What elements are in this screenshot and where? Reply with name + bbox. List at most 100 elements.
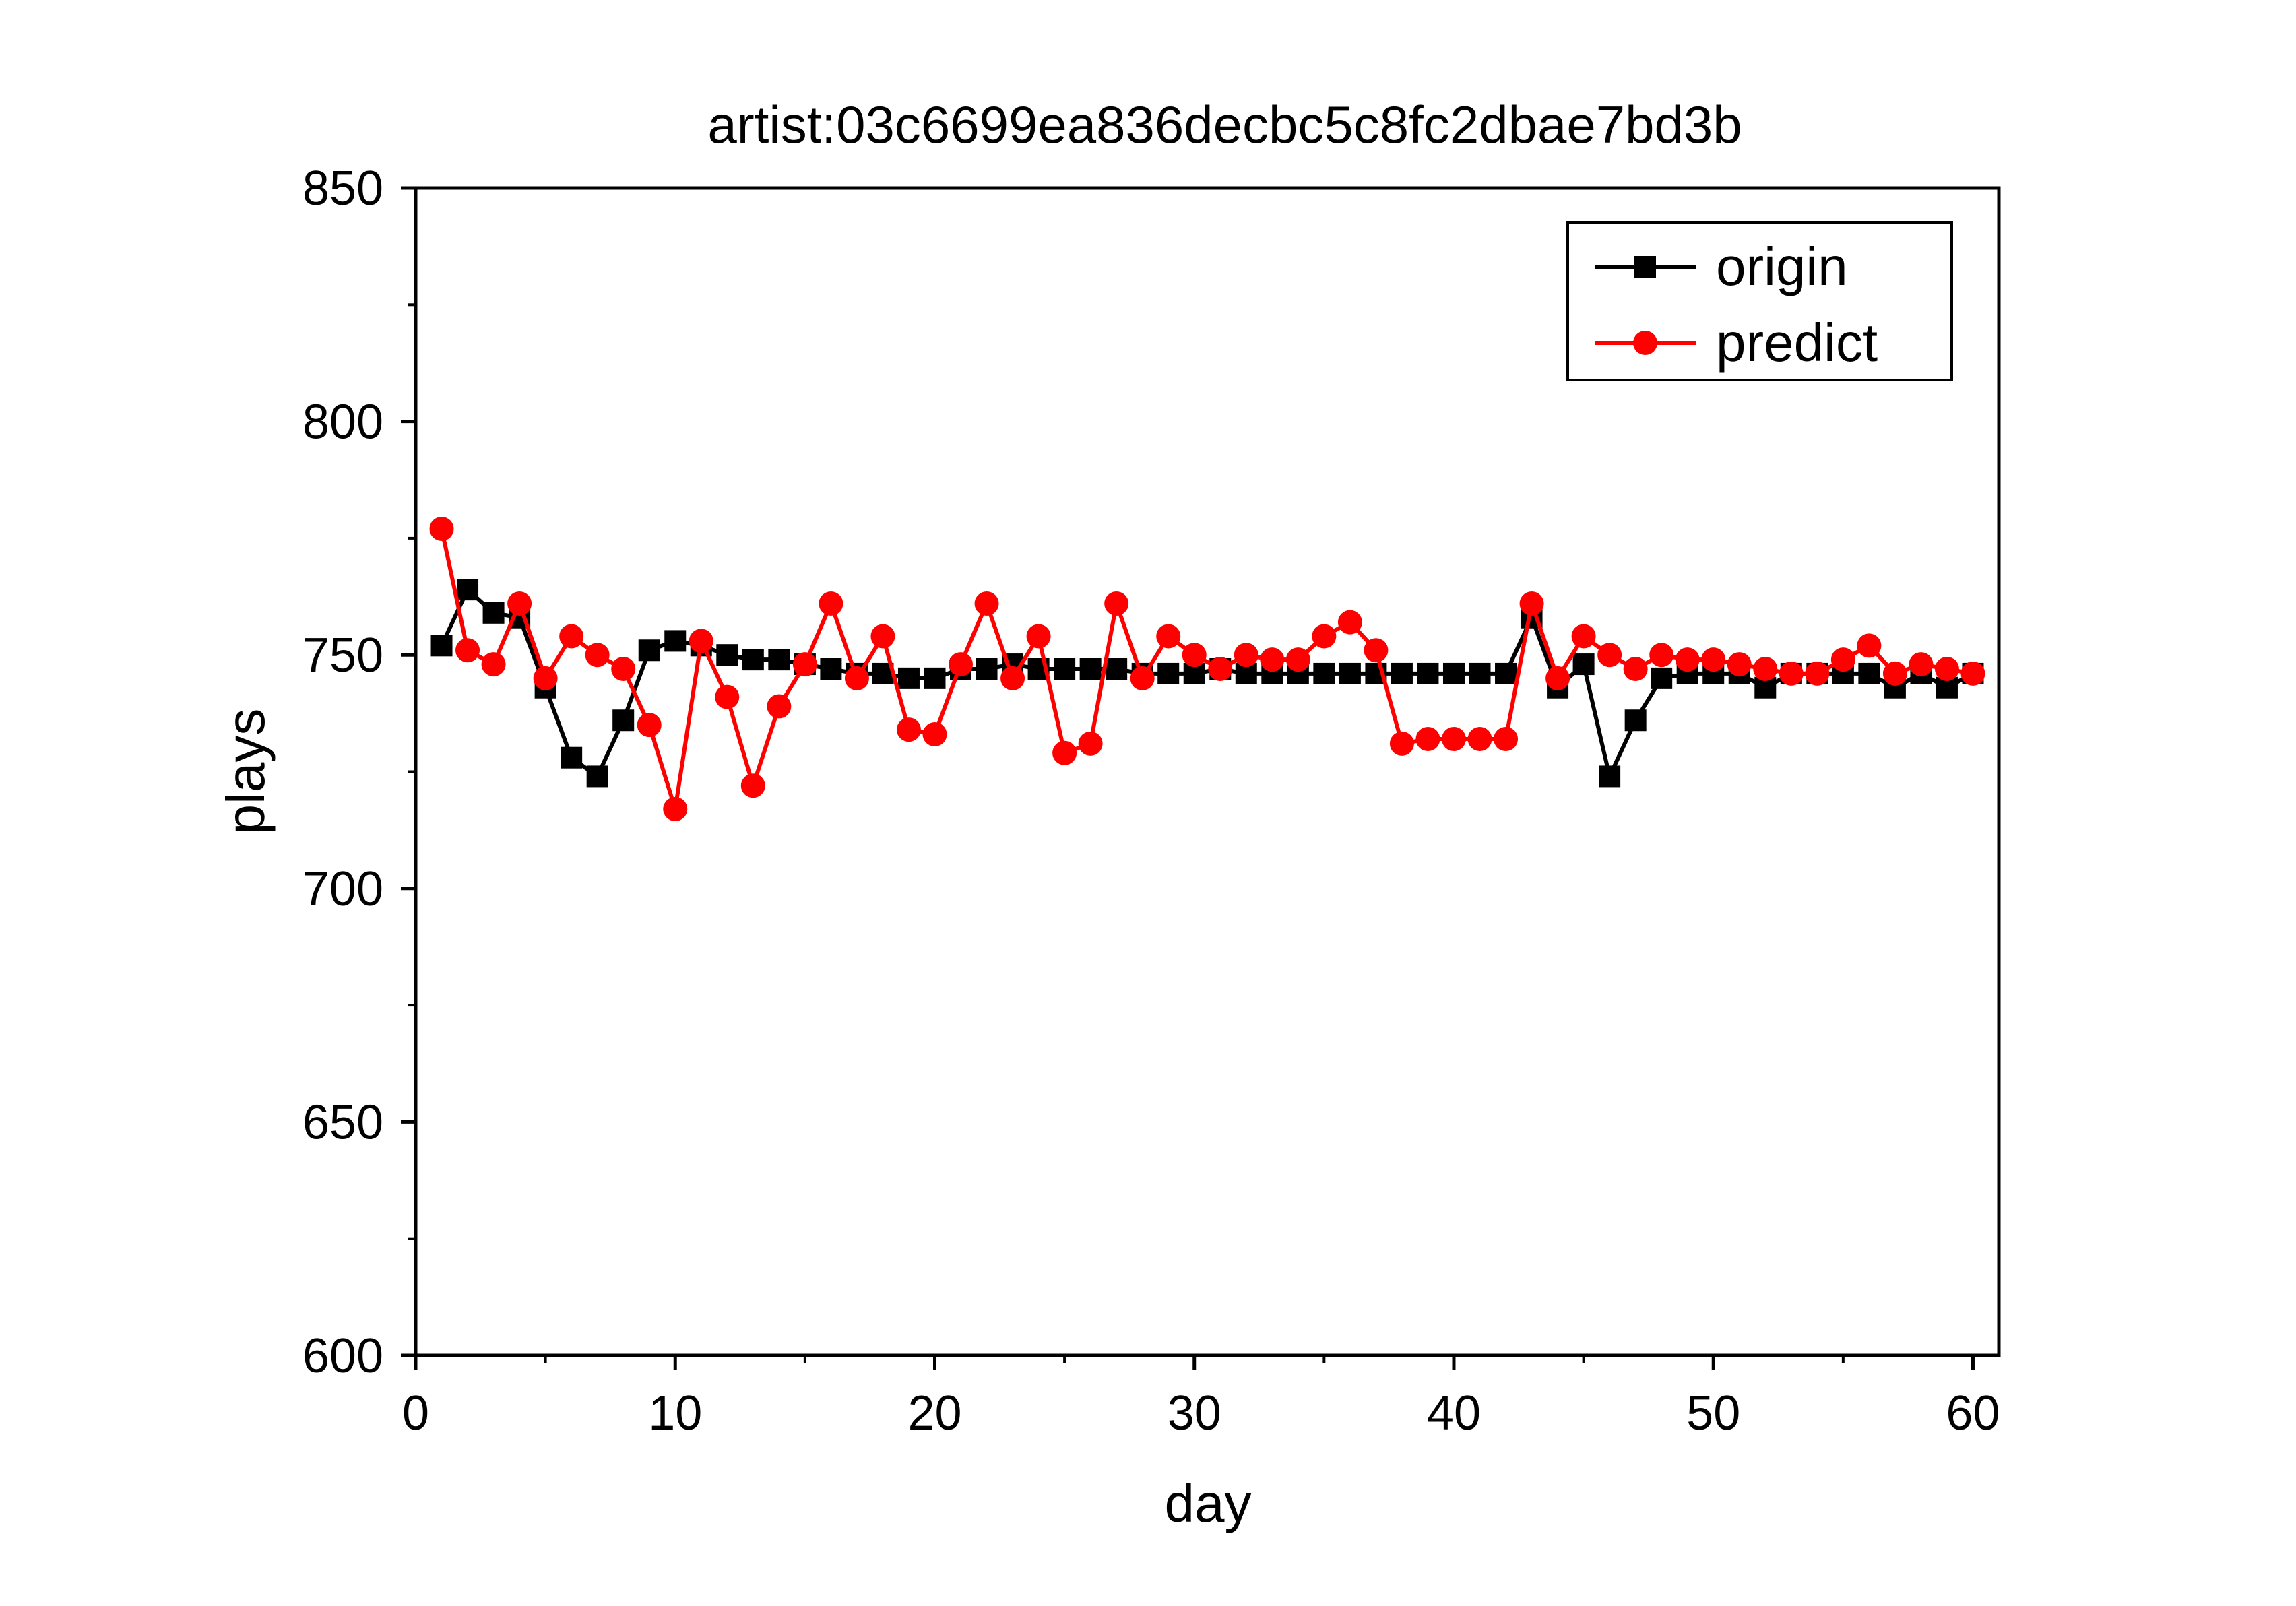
- data-point-origin: [1106, 657, 1128, 680]
- data-point-predict: [1779, 661, 1804, 686]
- data-point-predict: [559, 624, 584, 649]
- data-point-predict: [1312, 624, 1337, 649]
- x-tick-label: 20: [907, 1386, 961, 1440]
- data-point-origin: [1858, 662, 1880, 684]
- data-point-predict: [663, 796, 688, 821]
- data-point-predict: [1857, 633, 1882, 658]
- legend-marker-predict: [1633, 331, 1657, 355]
- y-tick-label: 750: [302, 629, 383, 682]
- data-point-predict: [1571, 624, 1596, 649]
- data-point-origin: [1339, 662, 1361, 684]
- data-point-origin: [1572, 653, 1595, 676]
- data-point-predict: [896, 717, 921, 742]
- chart-title: artist:03c6699ea836decbc5c8fc2dbae7bd3b: [707, 95, 1742, 154]
- data-point-origin: [561, 746, 583, 769]
- data-point-predict: [1597, 643, 1622, 668]
- x-tick-label: 50: [1686, 1386, 1740, 1440]
- data-point-origin: [768, 649, 790, 671]
- data-point-predict: [1701, 647, 1726, 672]
- data-point-predict: [481, 652, 506, 677]
- data-point-predict: [533, 666, 558, 690]
- data-point-predict: [1960, 661, 1985, 686]
- y-tick-label: 600: [302, 1329, 383, 1383]
- x-tick-label: 10: [648, 1386, 702, 1440]
- data-point-predict: [844, 666, 869, 690]
- x-tick-label: 40: [1427, 1386, 1481, 1440]
- data-point-origin: [482, 602, 505, 624]
- data-point-origin: [976, 657, 998, 680]
- data-point-predict: [1623, 656, 1648, 681]
- data-point-predict: [1441, 726, 1466, 751]
- data-point-origin: [1079, 657, 1102, 680]
- data-point-predict: [1675, 647, 1700, 672]
- data-point-origin: [1495, 662, 1517, 684]
- data-point-predict: [611, 656, 636, 681]
- data-point-predict: [1519, 591, 1544, 616]
- data-point-predict: [1805, 661, 1830, 686]
- data-point-predict: [1545, 666, 1570, 690]
- x-axis: 0 10 20 30 40 50 60: [402, 1355, 2000, 1440]
- data-point-predict: [1078, 731, 1103, 756]
- y-axis: 600 650 700 750 800 850: [302, 162, 416, 1383]
- data-point-predict: [922, 722, 947, 747]
- data-point-predict: [429, 517, 454, 542]
- y-axis-label: plays: [216, 709, 276, 835]
- data-point-predict: [1467, 726, 1492, 751]
- data-point-origin: [1442, 662, 1465, 684]
- data-point-origin: [1157, 662, 1180, 684]
- y-tick-label: 800: [302, 395, 383, 449]
- data-point-predict: [1753, 656, 1778, 681]
- series-layer: [429, 517, 1985, 821]
- data-point-predict: [1285, 647, 1310, 672]
- data-point-origin: [638, 639, 660, 662]
- y-tick-label: 850: [302, 162, 383, 216]
- legend-marker-origin: [1634, 256, 1656, 278]
- data-point-predict: [507, 591, 532, 616]
- data-point-origin: [586, 765, 608, 788]
- data-point-predict: [1052, 740, 1077, 765]
- data-point-predict: [455, 638, 480, 663]
- data-point-origin: [612, 709, 635, 732]
- legend-label-origin: origin: [1716, 236, 1848, 296]
- data-point-predict: [792, 652, 817, 677]
- data-point-origin: [820, 657, 842, 680]
- data-point-predict: [1130, 666, 1155, 690]
- data-point-origin: [1624, 709, 1647, 732]
- x-tick-label: 30: [1168, 1386, 1221, 1440]
- data-point-predict: [1208, 656, 1233, 681]
- legend-label-predict: predict: [1716, 313, 1878, 373]
- data-point-origin: [664, 630, 687, 652]
- y-tick-label: 650: [302, 1095, 383, 1149]
- data-point-origin: [1599, 765, 1621, 788]
- data-point-predict: [1494, 726, 1519, 751]
- data-point-predict: [1234, 643, 1258, 668]
- data-point-predict: [740, 773, 765, 798]
- y-tick-label: 700: [302, 862, 383, 916]
- data-point-origin: [457, 579, 479, 601]
- data-point-origin: [1313, 662, 1335, 684]
- data-point-predict: [1830, 647, 1855, 672]
- data-point-predict: [1727, 652, 1752, 677]
- data-point-origin: [716, 644, 738, 666]
- data-point-predict: [715, 684, 740, 709]
- data-point-predict: [1364, 638, 1389, 663]
- data-point-origin: [1417, 662, 1439, 684]
- x-tick-label: 0: [402, 1386, 429, 1440]
- data-point-predict: [870, 624, 895, 649]
- data-point-origin: [1469, 662, 1491, 684]
- x-axis-label: day: [1165, 1473, 1252, 1533]
- data-point-origin: [897, 667, 920, 689]
- data-point-predict: [1337, 610, 1362, 635]
- data-point-predict: [1415, 726, 1440, 751]
- legend-box: [1566, 221, 1953, 381]
- data-point-predict: [974, 591, 999, 616]
- data-point-predict: [1000, 666, 1025, 690]
- data-point-predict: [1182, 643, 1207, 668]
- data-point-predict: [1156, 624, 1181, 649]
- data-point-predict: [689, 629, 713, 653]
- data-point-origin: [1651, 667, 1673, 689]
- data-point-origin: [1391, 662, 1413, 684]
- data-point-predict: [949, 652, 974, 677]
